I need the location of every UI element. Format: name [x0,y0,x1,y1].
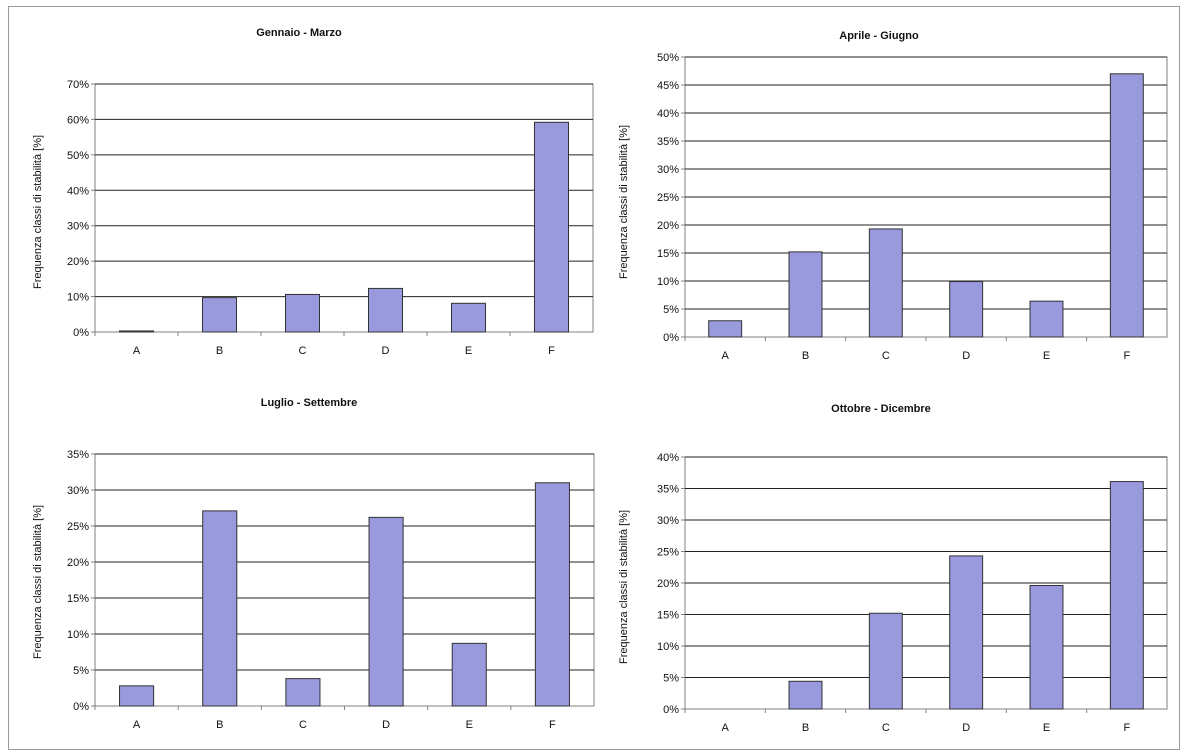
plot-area [94,453,595,707]
y-tick-label: 20% [657,220,679,232]
y-tick-label: 30% [657,515,679,527]
chart-figure: Gennaio - Marzo Frequenza classi di stab… [32,27,1168,734]
bar-f [534,482,570,707]
y-tick-label: 10% [657,276,679,288]
chart-ottobre-dicembre: Ottobre - Dicembre Frequenza classi di s… [618,403,1168,734]
y-tick-label: 25% [67,521,89,533]
y-tick-label: 35% [67,449,89,461]
chart-gennaio-marzo: Gennaio - Marzo Frequenza classi di stab… [32,27,594,357]
bar-a [118,330,155,333]
bar-a [708,320,743,338]
x-tick-label: C [299,345,307,357]
y-tick-label: 40% [657,452,679,464]
y-tick-label: 15% [657,248,679,260]
x-tick-label: E [1043,722,1050,734]
bar-d [949,281,984,338]
x-tick-label: D [382,719,390,731]
bar-e [450,302,487,333]
y-tick-label: 60% [67,114,89,126]
y-tick-label: 30% [67,485,89,497]
x-tick-label: A [133,345,141,357]
y-tick-label: 5% [663,673,679,685]
chart-aprile-giugno: Aprile - Giugno Frequenza classi di stab… [618,30,1168,362]
y-axis-label: Frequenza classi di stabilità [%] [32,505,44,659]
y-tick-label: 5% [663,304,679,316]
x-tick-label: C [299,719,307,731]
bar-d [368,516,404,707]
x-tick-label: E [1043,350,1050,362]
y-tick-label: 25% [657,192,679,204]
y-tick-label: 30% [657,164,679,176]
y-tick-label: 50% [67,150,89,162]
y-tick-label: 40% [657,108,679,120]
y-tick-label: 45% [657,80,679,92]
y-tick-label: 15% [657,610,679,622]
chart-title: Ottobre - Dicembre [831,403,931,415]
y-tick-label: 25% [657,547,679,559]
y-tick-label: 30% [67,221,89,233]
x-tick-label: F [548,345,555,357]
bar-e [451,642,487,707]
y-tick-label: 20% [67,557,89,569]
bar-c [868,228,903,338]
x-tick-label: C [882,722,890,734]
y-tick-label: 15% [67,593,89,605]
y-tick-label: 40% [67,185,89,197]
bar-d [949,555,984,710]
y-tick-label: 20% [657,578,679,590]
bar-e [1029,300,1064,338]
bar-c [868,612,903,710]
chart-title: Luglio - Settembre [261,397,358,409]
y-tick-label: 35% [657,136,679,148]
y-tick-label: 0% [663,332,679,344]
y-axis-label: Frequenza classi di stabilità [%] [618,125,630,279]
bar-c [285,678,321,707]
bar-c [284,293,321,333]
y-tick-label: 10% [657,641,679,653]
x-tick-label: D [382,345,390,357]
figure-frame: Gennaio - Marzo Frequenza classi di stab… [8,6,1180,750]
bar-d [367,287,404,333]
chart-title: Gennaio - Marzo [256,27,342,39]
x-tick-label: A [721,722,729,734]
x-tick-label: D [962,722,970,734]
bar-f [533,121,570,333]
x-tick-label: E [465,345,472,357]
x-tick-label: B [802,350,809,362]
y-tick-label: 50% [657,52,679,64]
y-tick-label: 35% [657,484,679,496]
y-tick-label: 20% [67,256,89,268]
x-tick-label: B [216,345,223,357]
x-tick-label: D [962,350,970,362]
x-tick-label: F [1123,350,1130,362]
y-tick-label: 70% [67,79,89,91]
x-tick-label: A [721,350,729,362]
chart-luglio-settembre: Luglio - Settembre Frequenza classi di s… [32,397,595,731]
bar-b [201,297,238,333]
bar-f [1109,481,1144,710]
y-tick-label: 0% [663,704,679,716]
bar-b [202,510,238,707]
x-tick-label: E [466,719,473,731]
y-tick-label: 0% [73,701,89,713]
x-tick-label: B [216,719,223,731]
bar-b [788,251,823,338]
x-tick-label: A [133,719,141,731]
bar-b [788,680,823,710]
y-axis-label: Frequenza classi di stabilità [%] [32,135,44,289]
bar-e [1029,585,1064,710]
chart-title: Aprile - Giugno [839,30,919,42]
y-tick-label: 10% [67,292,89,304]
y-tick-label: 10% [67,629,89,641]
x-tick-label: C [882,350,890,362]
y-tick-label: 0% [73,327,89,339]
y-axis-label: Frequenza classi di stabilità [%] [618,510,630,664]
plot-area [94,83,594,333]
x-tick-label: F [1123,722,1130,734]
y-tick-label: 5% [73,665,89,677]
x-tick-label: B [802,722,809,734]
x-tick-label: F [549,719,556,731]
bar-a [119,685,155,707]
bar-f [1109,73,1144,338]
